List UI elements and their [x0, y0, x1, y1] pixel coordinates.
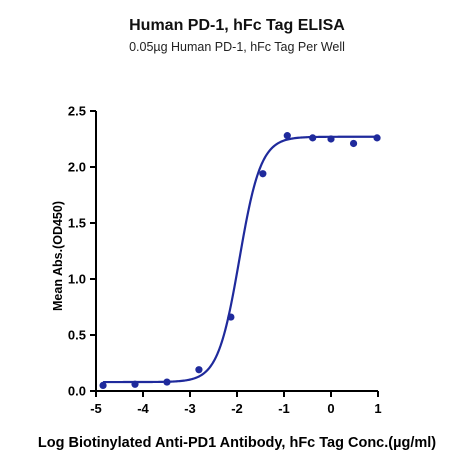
data-point	[99, 381, 107, 389]
x-tick-label: 0	[327, 401, 334, 416]
data-point	[163, 378, 171, 386]
data-point	[259, 170, 267, 178]
chart-title: Human PD-1, hFc Tag ELISA	[129, 17, 345, 34]
y-tick-label: 2.5	[68, 104, 86, 119]
data-point	[309, 134, 317, 142]
y-tick-label: 2.0	[68, 160, 86, 175]
x-tick-label: -2	[231, 401, 243, 416]
fit-curve	[103, 135, 378, 384]
data-point	[283, 132, 291, 140]
y-tick-label: 1.5	[68, 216, 86, 231]
y-axis-label: Mean Abs.(OD450)	[51, 201, 65, 311]
data-point	[195, 366, 203, 374]
x-tick-label: 1	[374, 401, 381, 416]
x-axis-label: Log Biotinylated Anti-PD1 Antibody, hFc …	[38, 435, 436, 451]
y-tick-label: 0.5	[68, 328, 86, 343]
data-point	[373, 134, 381, 142]
x-tick-label: -1	[278, 401, 290, 416]
data-point	[227, 313, 235, 321]
x-tick-label: -3	[184, 401, 196, 416]
y-tick-label: 0.0	[68, 384, 86, 399]
plot-area: -5 -4 -3 -2 -1 0 1 0.0 0.5 1.0 1.5 2.0 2.5	[68, 104, 382, 417]
chart-subtitle: 0.05µg Human PD-1, hFc Tag Per Well	[129, 40, 345, 54]
data-point	[327, 135, 335, 143]
x-tick-label: -4	[137, 401, 149, 416]
data-point	[131, 380, 139, 388]
data-point	[349, 139, 358, 148]
y-tick-label: 1.0	[68, 272, 86, 287]
x-tick-label: -5	[90, 401, 102, 416]
